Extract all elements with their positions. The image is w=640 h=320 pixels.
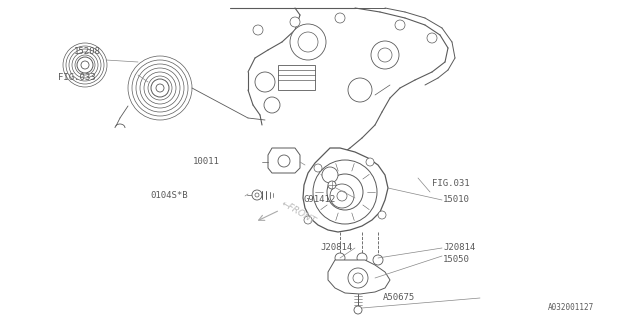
Text: A032001127: A032001127 [548, 303, 595, 313]
Circle shape [255, 193, 259, 197]
Circle shape [337, 191, 347, 201]
Circle shape [348, 268, 368, 288]
Circle shape [148, 76, 172, 100]
Circle shape [327, 174, 363, 210]
Circle shape [427, 33, 437, 43]
Text: 10011: 10011 [193, 157, 220, 166]
Circle shape [255, 72, 275, 92]
Circle shape [63, 43, 107, 87]
Circle shape [136, 64, 184, 112]
Circle shape [313, 160, 377, 224]
Circle shape [278, 155, 290, 167]
Text: FIG.033: FIG.033 [58, 74, 95, 83]
Circle shape [140, 68, 180, 108]
Circle shape [348, 78, 372, 102]
Circle shape [132, 60, 188, 116]
Circle shape [353, 273, 363, 283]
Circle shape [81, 61, 89, 69]
Circle shape [144, 72, 176, 104]
Circle shape [357, 253, 367, 263]
Circle shape [335, 253, 345, 263]
Circle shape [253, 25, 263, 35]
Polygon shape [268, 148, 300, 173]
Circle shape [335, 13, 345, 23]
Circle shape [314, 164, 322, 172]
Text: G91412: G91412 [303, 195, 335, 204]
Circle shape [354, 306, 362, 314]
Text: 0104S*B: 0104S*B [150, 191, 188, 201]
Circle shape [290, 17, 300, 27]
Text: J20814: J20814 [443, 244, 476, 252]
Text: FIG.031: FIG.031 [432, 179, 470, 188]
Circle shape [290, 24, 326, 60]
Circle shape [151, 79, 169, 97]
Circle shape [252, 190, 262, 200]
Circle shape [156, 84, 164, 92]
Circle shape [371, 41, 399, 69]
Circle shape [264, 97, 280, 113]
Circle shape [330, 184, 354, 208]
Text: 15050: 15050 [443, 255, 470, 265]
Circle shape [304, 216, 312, 224]
Circle shape [378, 48, 392, 62]
Text: J20814: J20814 [320, 244, 352, 252]
Text: ←FRONT: ←FRONT [280, 198, 317, 226]
Circle shape [66, 46, 104, 84]
Text: 15010: 15010 [443, 196, 470, 204]
Text: 15208: 15208 [74, 47, 101, 57]
Circle shape [373, 255, 383, 265]
Circle shape [322, 167, 338, 183]
Circle shape [72, 52, 98, 78]
Circle shape [378, 211, 386, 219]
Text: A50675: A50675 [383, 293, 415, 302]
Polygon shape [278, 65, 315, 90]
Circle shape [128, 56, 192, 120]
Circle shape [328, 181, 336, 189]
Circle shape [75, 55, 95, 75]
Polygon shape [303, 148, 388, 232]
Circle shape [69, 49, 101, 81]
Circle shape [366, 158, 374, 166]
Circle shape [395, 20, 405, 30]
Polygon shape [328, 260, 390, 294]
Circle shape [298, 32, 318, 52]
Circle shape [77, 57, 93, 73]
